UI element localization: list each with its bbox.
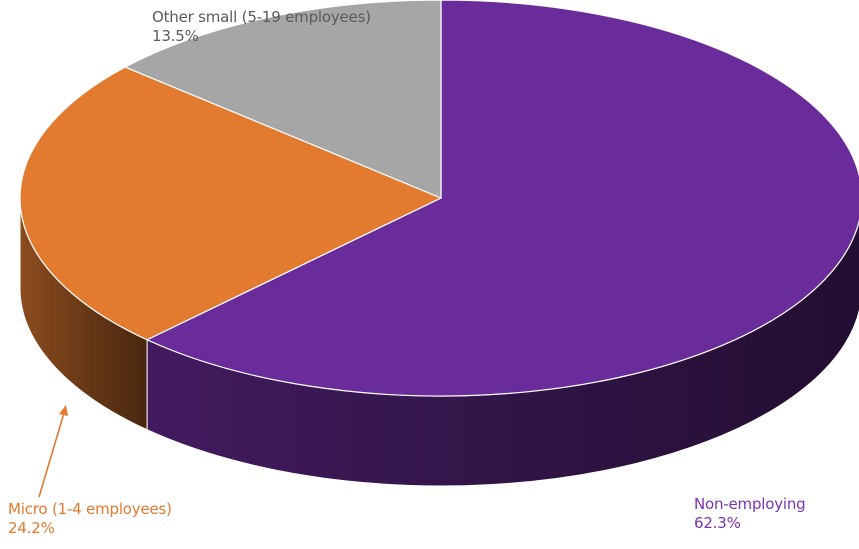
slice-label-other-small: Other small (5-19 employees) 13.5% bbox=[152, 8, 371, 46]
slice-label-non-employing-value: 62.3% bbox=[694, 514, 741, 532]
pie-tops bbox=[19, 0, 859, 397]
leader-line-micro bbox=[38, 412, 65, 498]
pie-slice-micro-1-4-employees bbox=[19, 66, 442, 341]
pie-slice-non-employing bbox=[146, 0, 859, 397]
slice-label-micro-value: 24.2% bbox=[8, 519, 55, 537]
slice-label-non-employing: Non-employing 62.3% bbox=[694, 495, 806, 533]
slice-label-other-small-value: 13.5% bbox=[152, 27, 199, 45]
slice-label-other-small-name: Other small (5-19 employees) bbox=[152, 8, 371, 26]
slice-label-non-employing-name: Non-employing bbox=[694, 495, 806, 513]
pie-slice-other-small-5-19-employees bbox=[124, 0, 442, 199]
slice-label-micro: Micro (1-4 employees) 24.2% bbox=[8, 500, 172, 538]
leader-arrowhead-micro bbox=[59, 405, 68, 416]
leader-lines bbox=[38, 405, 68, 498]
slice-label-micro-name: Micro (1-4 employees) bbox=[8, 500, 172, 518]
